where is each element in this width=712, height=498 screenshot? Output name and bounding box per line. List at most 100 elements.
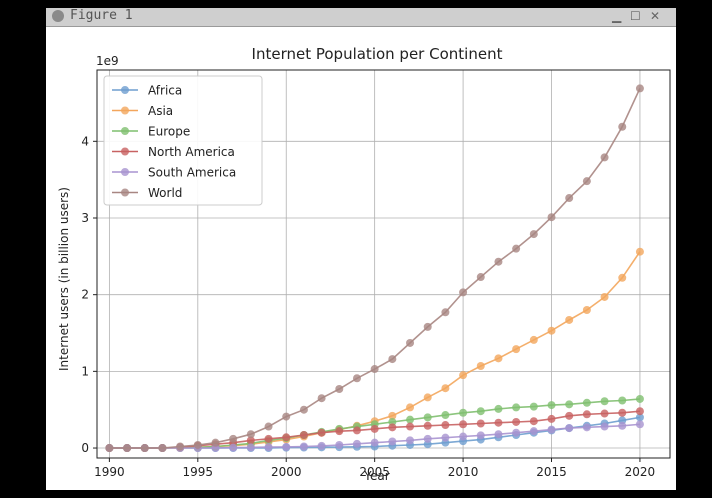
data-point-south-america — [282, 442, 291, 451]
data-point-asia — [565, 315, 574, 324]
legend-label: World — [148, 186, 182, 200]
y-tick-label: 1 — [81, 364, 89, 378]
data-point-world — [229, 434, 238, 443]
data-point-north-america — [529, 417, 538, 426]
data-point-asia — [423, 393, 432, 402]
data-point-europe — [406, 415, 415, 424]
y-tick-label: 4 — [81, 134, 89, 148]
x-tick-label: 2000 — [271, 465, 302, 479]
legend-label: North America — [148, 145, 235, 159]
y-tick-label: 3 — [81, 211, 89, 225]
data-point-south-america — [494, 430, 503, 439]
legend-marker — [121, 147, 129, 156]
minimize-icon[interactable]: ▁ — [612, 9, 622, 23]
legend-item-asia: Asia — [112, 104, 173, 118]
legend-item-world: World — [112, 186, 182, 200]
data-point-europe — [494, 404, 503, 413]
legend-item-north-america: North America — [112, 145, 235, 159]
data-point-world — [441, 308, 450, 317]
data-point-europe — [441, 411, 450, 420]
series-world — [105, 84, 644, 453]
data-point-asia — [600, 292, 609, 301]
data-point-asia — [388, 411, 397, 420]
data-point-south-america — [512, 428, 521, 437]
window-titlebar[interactable]: Figure 1 ▁ ☐ ✕ — [46, 8, 676, 27]
line-chart: Internet Population per Continent 1e9 19… — [57, 45, 671, 483]
data-point-south-america — [370, 438, 379, 447]
y-tick-label: 2 — [81, 288, 89, 302]
legend-marker — [121, 168, 129, 176]
legend-item-europe: Europe — [112, 125, 190, 139]
legend-marker — [121, 188, 129, 197]
data-point-world — [299, 405, 308, 414]
data-point-world — [211, 438, 220, 447]
chart-title: Internet Population per Continent — [252, 45, 503, 63]
y-offset-label: 1e9 — [96, 54, 119, 68]
data-point-north-america — [494, 418, 503, 427]
data-point-south-america — [299, 442, 308, 451]
y-tick-label: 0 — [81, 441, 89, 455]
legend-marker — [121, 86, 129, 94]
data-point-north-america — [459, 420, 468, 429]
data-point-europe — [423, 413, 432, 422]
data-point-north-america — [423, 421, 432, 430]
data-point-world — [282, 412, 291, 421]
data-point-europe — [618, 396, 627, 405]
data-point-north-america — [282, 433, 291, 442]
data-point-asia — [635, 247, 644, 256]
data-point-north-america — [600, 409, 609, 418]
data-point-world — [582, 177, 591, 186]
data-point-north-america — [547, 414, 556, 423]
close-icon[interactable]: ✕ — [650, 9, 661, 23]
data-point-south-america — [441, 433, 450, 442]
data-point-asia — [529, 335, 538, 344]
x-axis-label: Year — [363, 469, 389, 483]
data-point-north-america — [441, 421, 450, 430]
legend-marker — [121, 127, 129, 135]
data-point-europe — [459, 408, 468, 417]
data-point-south-america — [582, 423, 591, 432]
legend-label: Asia — [148, 104, 173, 118]
x-axis: 1990 1995 2000 2005 2010 2015 2020 — [94, 458, 655, 479]
data-point-world — [600, 153, 609, 162]
data-point-north-america — [582, 410, 591, 419]
data-point-north-america — [352, 426, 361, 435]
data-point-world — [459, 288, 468, 297]
data-point-africa — [635, 413, 644, 422]
data-point-south-america — [246, 443, 255, 452]
data-point-asia — [459, 371, 468, 380]
data-point-south-america — [459, 432, 468, 441]
legend: Africa Asia Europe North America South Ameri… — [103, 75, 263, 206]
data-point-world — [370, 365, 379, 374]
data-point-south-america — [229, 443, 238, 452]
data-point-world — [388, 355, 397, 364]
maximize-icon[interactable]: ☐ — [630, 9, 641, 23]
x-tick-label: 2015 — [536, 465, 567, 479]
data-point-world — [193, 440, 202, 449]
data-point-world — [317, 394, 326, 403]
window-title: Figure 1 — [70, 8, 133, 23]
x-tick-label: 2005 — [359, 465, 390, 479]
data-point-south-america — [423, 434, 432, 443]
data-point-south-america — [406, 436, 415, 445]
data-point-north-america — [370, 424, 379, 433]
y-axis-label: Internet users (in billion users) — [57, 187, 71, 371]
data-point-north-america — [476, 419, 485, 428]
data-point-north-america — [317, 428, 326, 437]
legend-label: South America — [148, 166, 236, 180]
data-point-world — [618, 122, 627, 131]
data-point-south-america — [476, 431, 485, 440]
app-icon — [52, 10, 64, 22]
data-point-asia — [582, 306, 591, 315]
data-point-south-america — [635, 420, 644, 429]
plot-area — [96, 69, 671, 459]
legend-box — [103, 75, 263, 206]
data-point-world — [140, 444, 149, 453]
data-point-north-america — [299, 430, 308, 439]
data-point-europe — [582, 398, 591, 407]
data-point-asia — [476, 361, 485, 370]
data-point-world — [352, 374, 361, 383]
data-point-world — [105, 444, 114, 453]
data-point-north-america — [335, 427, 344, 436]
legend-label: Europe — [148, 125, 190, 139]
